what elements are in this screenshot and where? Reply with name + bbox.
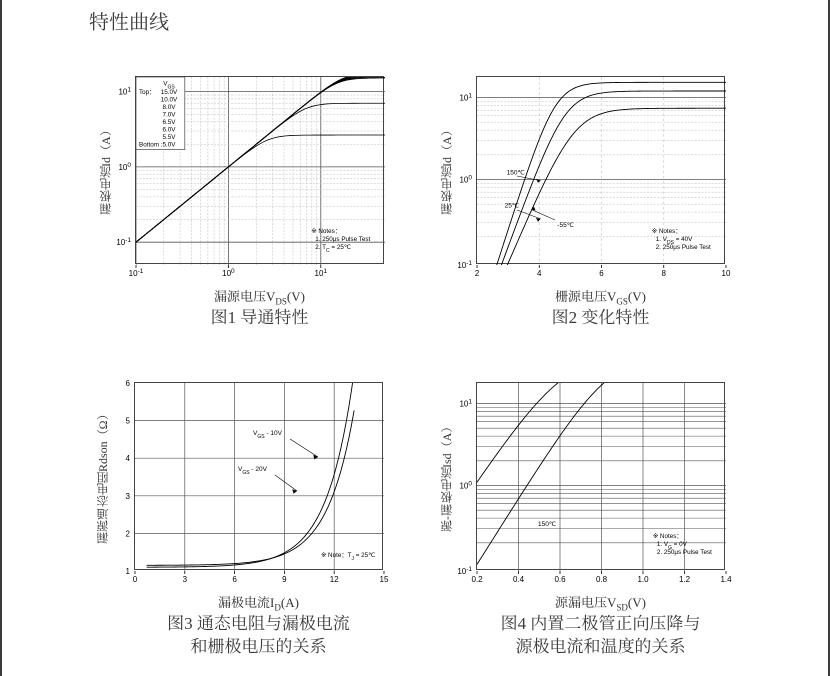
svg-text:1: 1 — [126, 567, 131, 576]
svg-text:7.0V: 7.0V — [163, 112, 177, 119]
svg-text:Top：: Top： — [139, 89, 155, 96]
svg-text:150℃: 150℃ — [507, 170, 526, 177]
svg-text:6.5V: 6.5V — [163, 119, 177, 126]
svg-text:9: 9 — [282, 575, 287, 584]
svg-text:1. 250μs Pulse Test: 1. 250μs Pulse Test — [315, 236, 370, 243]
svg-text:Bottom :: Bottom : — [139, 142, 163, 149]
svg-text:15.0V: 15.0V — [161, 89, 178, 96]
svg-text:10-1: 10-1 — [457, 566, 472, 577]
svg-text:25℃: 25℃ — [505, 202, 520, 209]
svg-text:100: 100 — [222, 268, 235, 279]
svg-text:101: 101 — [118, 86, 131, 97]
svg-text:10.0V: 10.0V — [161, 96, 178, 103]
svg-text:6.0V: 6.0V — [163, 127, 177, 134]
svg-text:0.8: 0.8 — [596, 575, 608, 584]
svg-text:VGS - 20V: VGS - 20V — [238, 466, 268, 476]
svg-text:5: 5 — [126, 417, 131, 426]
svg-text:100: 100 — [459, 174, 472, 185]
svg-text:2. 250μs Pulse Test: 2. 250μs Pulse Test — [657, 549, 712, 556]
svg-text:100: 100 — [459, 480, 472, 491]
svg-text:15: 15 — [380, 575, 389, 584]
svg-text:VGS - 10V: VGS - 10V — [253, 430, 283, 440]
svg-text:101: 101 — [459, 398, 472, 409]
svg-text:3: 3 — [126, 492, 131, 501]
svg-text:2: 2 — [126, 529, 131, 538]
svg-text:6: 6 — [599, 269, 604, 278]
svg-text:5.0V: 5.0V — [163, 142, 177, 149]
svg-text:8: 8 — [662, 269, 667, 278]
svg-text:※ Note：TJ = 25℃: ※ Note：TJ = 25℃ — [321, 552, 375, 562]
svg-text:5.5V: 5.5V — [163, 134, 177, 141]
svg-text:10: 10 — [722, 269, 731, 278]
svg-text:8.0V: 8.0V — [163, 104, 177, 111]
svg-text:3: 3 — [183, 575, 188, 584]
svg-text:0: 0 — [133, 575, 138, 584]
svg-text:4: 4 — [126, 454, 131, 463]
svg-text:100: 100 — [118, 161, 131, 172]
svg-text:10-1: 10-1 — [129, 268, 144, 279]
svg-text:※ Notes：: ※ Notes： — [311, 228, 341, 235]
svg-text:2: 2 — [475, 269, 480, 278]
svg-text:1.4: 1.4 — [720, 575, 732, 584]
svg-text:0.2: 0.2 — [471, 575, 483, 584]
svg-text:※ Notes：: ※ Notes： — [653, 533, 683, 540]
svg-text:10-1: 10-1 — [116, 237, 131, 248]
svg-text:0.4: 0.4 — [513, 575, 525, 584]
svg-text:0.6: 0.6 — [554, 575, 566, 584]
svg-text:4: 4 — [537, 269, 542, 278]
svg-text:6: 6 — [232, 575, 237, 584]
svg-text:12: 12 — [330, 575, 339, 584]
svg-text:※ Notes：: ※ Notes： — [652, 228, 682, 235]
svg-text:2. 250μs Pulse Test: 2. 250μs Pulse Test — [656, 244, 711, 251]
svg-text:101: 101 — [459, 92, 472, 103]
svg-text:101: 101 — [315, 268, 328, 279]
svg-text:1.0: 1.0 — [637, 575, 649, 584]
svg-text:-55℃: -55℃ — [557, 222, 574, 229]
svg-text:6: 6 — [126, 379, 131, 388]
svg-text:10-1: 10-1 — [457, 260, 472, 271]
svg-text:150℃: 150℃ — [538, 521, 557, 528]
svg-text:1.2: 1.2 — [679, 575, 691, 584]
